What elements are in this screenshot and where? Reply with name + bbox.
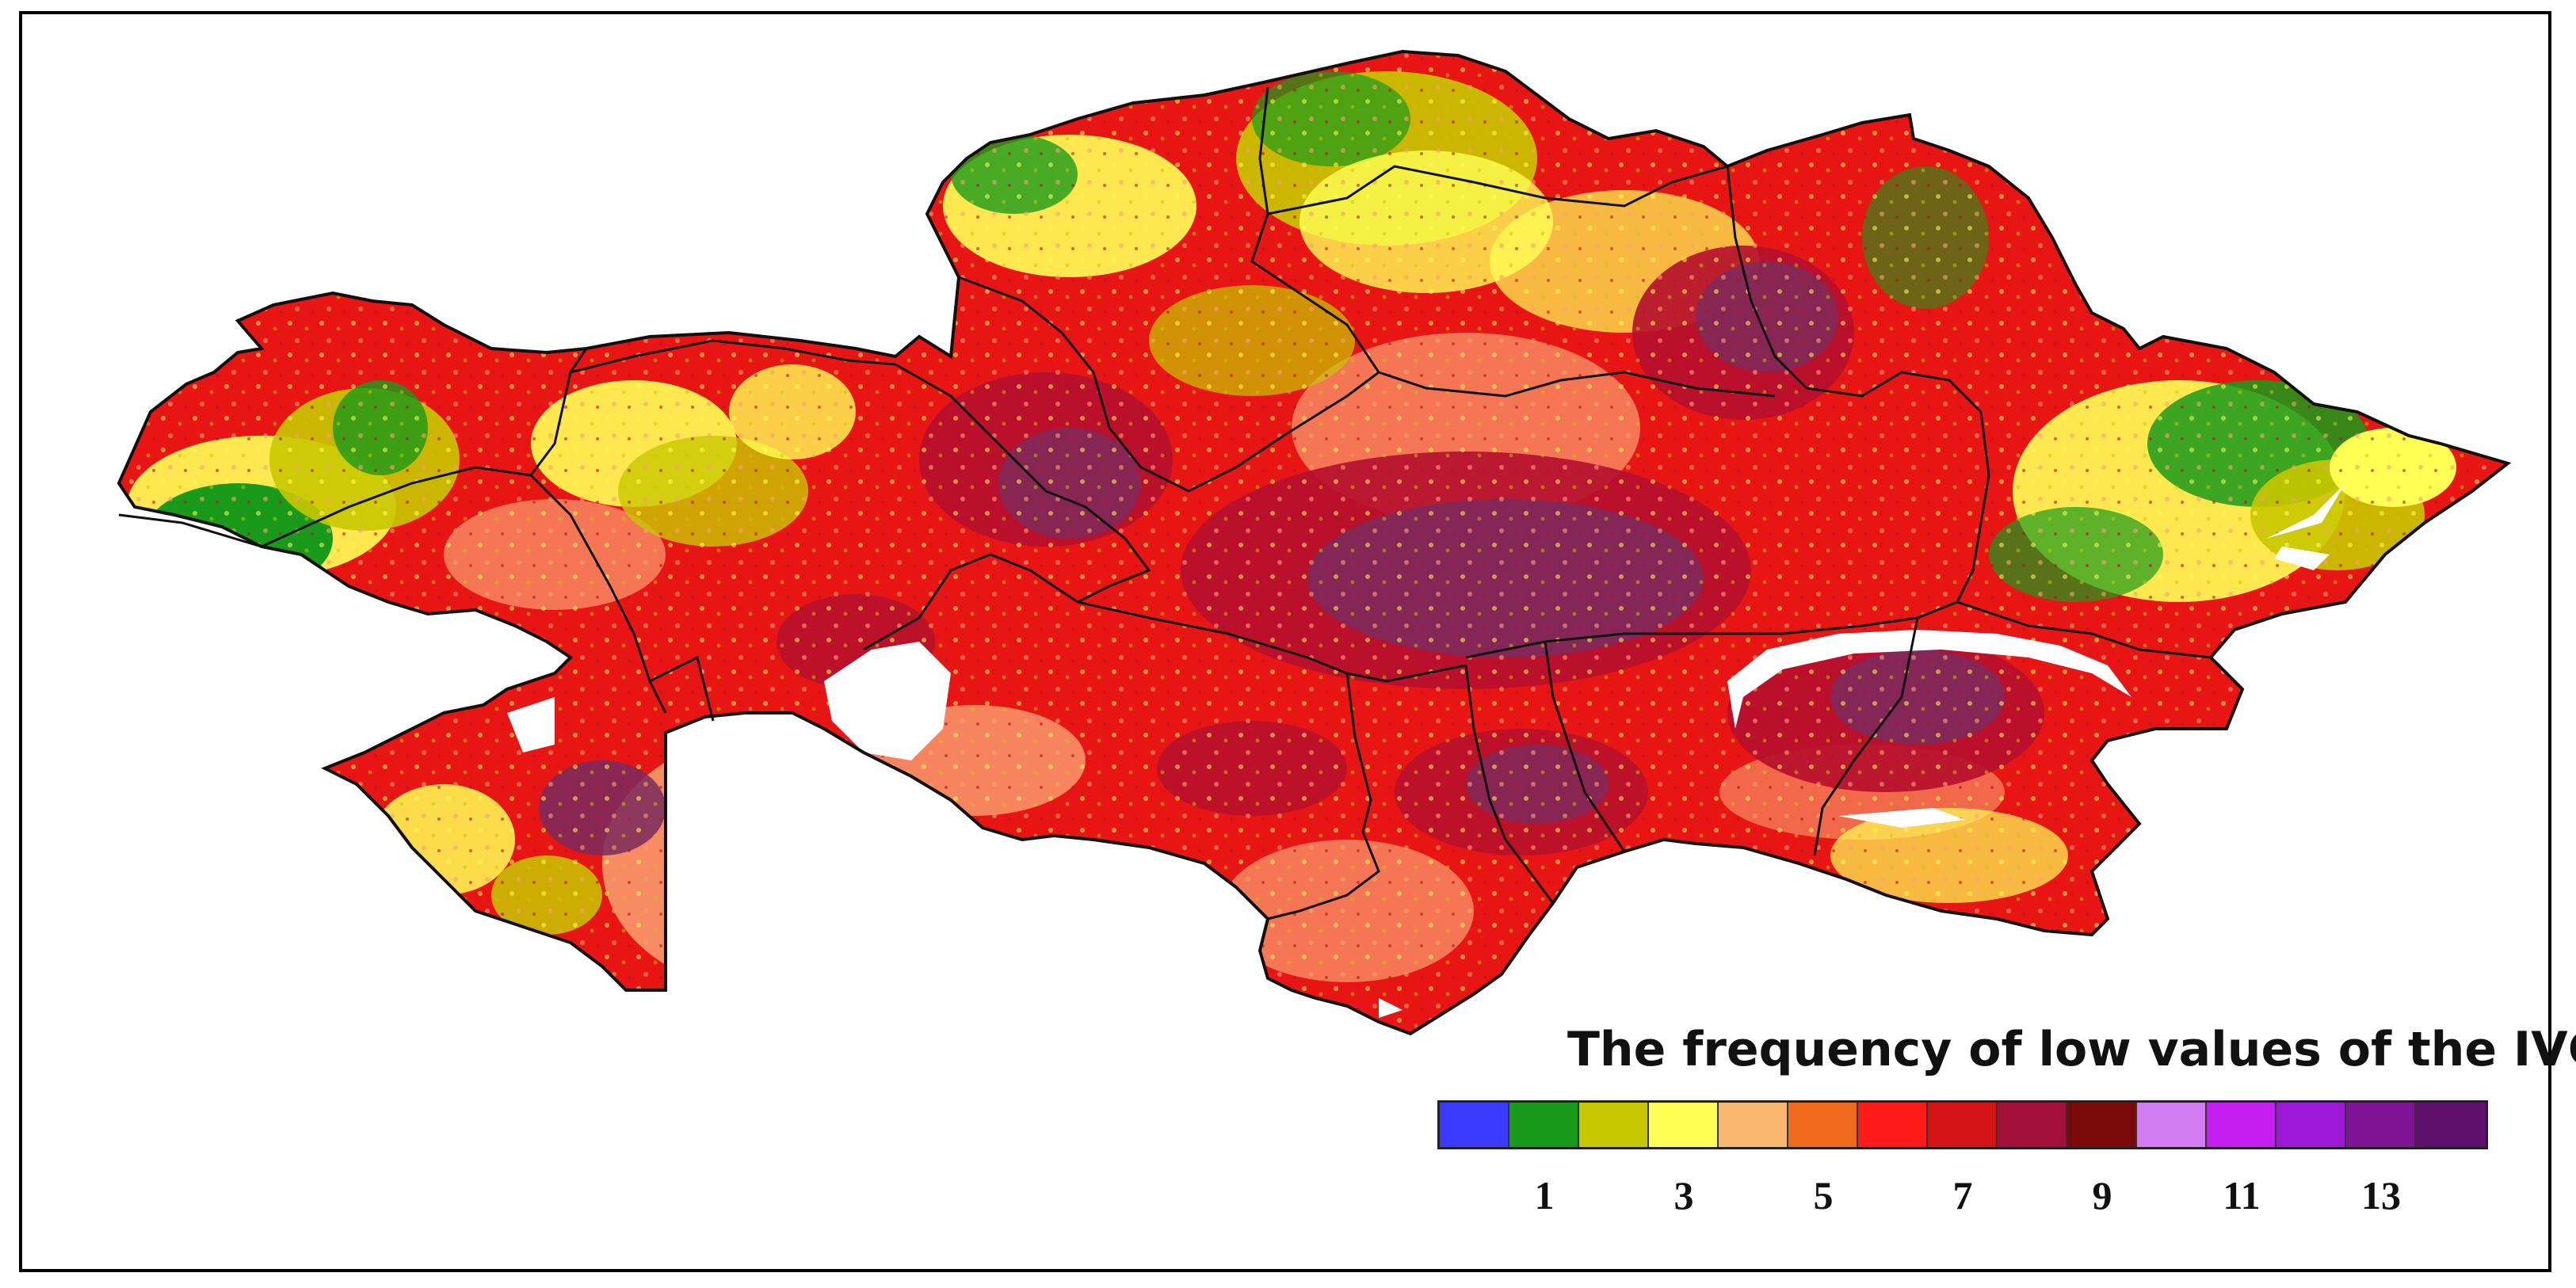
legend-swatch-11	[2137, 1103, 2207, 1147]
legend-title: The frequency of low values of the IVCI	[1567, 1022, 2576, 1077]
legend-label-5: 5	[1813, 1173, 1834, 1218]
legend-swatch-9	[1998, 1103, 2067, 1147]
legend-swatch-14	[2346, 1103, 2416, 1147]
legend-swatch-7	[1858, 1103, 1928, 1147]
admin-boundaries	[118, 86, 2212, 920]
legend-swatch-10	[2067, 1103, 2137, 1147]
legend-label-7: 7	[1952, 1173, 1973, 1218]
legend-swatch-5	[1719, 1103, 1788, 1147]
legend-label-11: 11	[2223, 1173, 2261, 1218]
legend-swatch-8	[1928, 1103, 1998, 1147]
legend-color-bar	[1437, 1100, 2488, 1149]
legend-label-1: 1	[1534, 1173, 1555, 1218]
legend-swatch-2	[1509, 1103, 1579, 1147]
legend-swatch-13	[2276, 1103, 2346, 1147]
legend-swatch-1	[1440, 1103, 1509, 1147]
legend-swatch-6	[1788, 1103, 1858, 1147]
legend-swatch-12	[2207, 1103, 2276, 1147]
legend-label-3: 3	[1673, 1173, 1694, 1218]
legend-label-9: 9	[2092, 1173, 2112, 1218]
legend-swatch-15	[2416, 1103, 2486, 1147]
legend-label-13: 13	[2361, 1173, 2401, 1218]
legend-swatch-3	[1579, 1103, 1649, 1147]
legend-swatch-4	[1649, 1103, 1719, 1147]
